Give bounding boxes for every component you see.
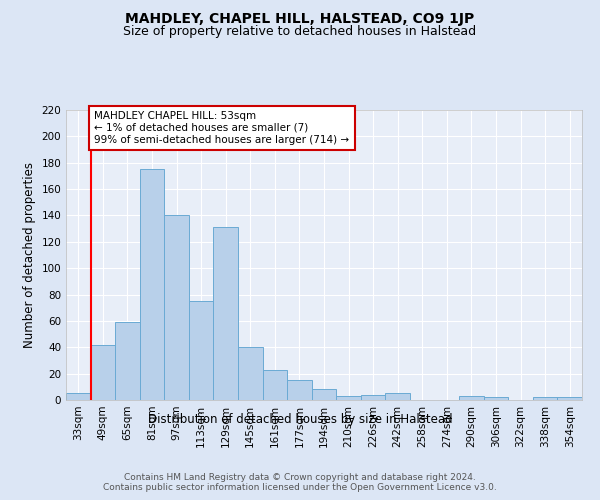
Bar: [361, 394, 385, 400]
Bar: [533, 398, 557, 400]
Bar: [557, 398, 582, 400]
Y-axis label: Number of detached properties: Number of detached properties: [23, 162, 36, 348]
Bar: [91, 344, 115, 400]
Text: Distribution of detached houses by size in Halstead: Distribution of detached houses by size …: [148, 412, 452, 426]
Text: MAHDLEY, CHAPEL HILL, HALSTEAD, CO9 1JP: MAHDLEY, CHAPEL HILL, HALSTEAD, CO9 1JP: [125, 12, 475, 26]
Text: MAHDLEY CHAPEL HILL: 53sqm
← 1% of detached houses are smaller (7)
99% of semi-d: MAHDLEY CHAPEL HILL: 53sqm ← 1% of detac…: [94, 112, 349, 144]
Bar: [214, 228, 238, 400]
Text: Size of property relative to detached houses in Halstead: Size of property relative to detached ho…: [124, 25, 476, 38]
Bar: [336, 396, 361, 400]
Text: Contains HM Land Registry data © Crown copyright and database right 2024.
Contai: Contains HM Land Registry data © Crown c…: [103, 472, 497, 492]
Bar: [459, 396, 484, 400]
Bar: [484, 398, 508, 400]
Bar: [189, 301, 214, 400]
Bar: [66, 394, 91, 400]
Bar: [164, 216, 189, 400]
Bar: [238, 348, 263, 400]
Bar: [287, 380, 312, 400]
Bar: [312, 390, 336, 400]
Bar: [140, 170, 164, 400]
Bar: [385, 394, 410, 400]
Bar: [115, 322, 140, 400]
Bar: [263, 370, 287, 400]
